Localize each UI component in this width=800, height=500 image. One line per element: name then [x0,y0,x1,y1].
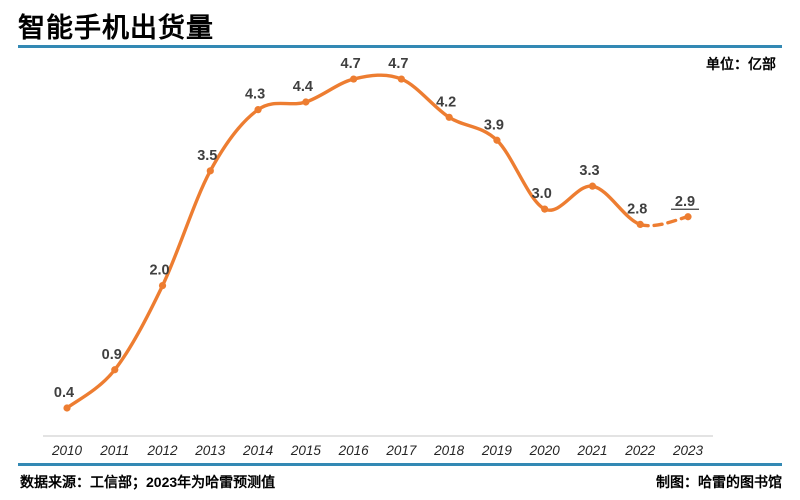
data-point-marker [588,182,597,190]
data-label: 3.5 [197,148,217,164]
data-label: 4.7 [388,56,408,72]
data-label: 0.9 [102,347,122,363]
data-point-marker [254,106,262,114]
data-label: 3.3 [579,163,599,179]
x-tick-label: 2017 [385,443,417,458]
data-label: 2.8 [627,201,647,217]
data-point-marker [206,167,214,175]
x-tick-label: 2013 [194,443,226,458]
data-label: 4.4 [293,79,313,95]
data-point-marker [158,282,167,290]
data-label: 2.0 [149,263,169,279]
footer-divider [18,463,782,466]
data-point-marker [684,213,692,221]
data-label: 0.4 [54,385,74,401]
data-label: 2.9 [675,194,695,210]
data-label: 4.2 [436,94,456,110]
data-point-marker [111,366,119,374]
x-tick-label: 2012 [147,443,179,458]
shipments-line [65,73,642,410]
data-point-marker [636,220,644,228]
data-point-marker [493,136,501,144]
x-tick-label: 2011 [99,443,129,458]
shipments-line-chart: 0.4 2010 0.9 2011 2.0 2012 3.5 2013 4.3 2014 4.4 20… [43,56,713,458]
x-tick-label: 2020 [529,443,561,458]
x-tick-label: 2016 [338,443,370,458]
data-point-marker [445,113,453,121]
data-label: 4.3 [245,87,265,103]
x-tick-label: 2021 [576,443,607,458]
data-point-marker [397,75,405,83]
data-label: 3.0 [532,186,552,202]
x-tick-label: 2022 [624,443,656,458]
x-tick-label: 2015 [290,443,322,458]
unit-label: 单位：亿部 [706,56,776,72]
data-label: 4.7 [341,56,361,72]
x-tick-label: 2010 [51,443,83,458]
data-point-marker [63,404,71,412]
x-tick-label: 2019 [481,443,513,458]
data-point-marker [350,75,358,83]
forecast-dashed-line [638,215,690,228]
x-tick-label: 2023 [672,443,704,458]
page-title: 智能手机出货量 [18,13,214,43]
x-tick-label: 2014 [242,443,273,458]
credit-note: 制图：哈雷的图书馆 [656,474,782,490]
data-source-note: 数据来源：工信部；2023年为哈雷预测值 [20,474,276,490]
data-point-marker [302,98,310,106]
data-label: 3.9 [484,117,504,133]
header-divider [18,45,782,48]
data-point-marker [541,205,549,213]
x-tick-label: 2018 [433,443,465,458]
